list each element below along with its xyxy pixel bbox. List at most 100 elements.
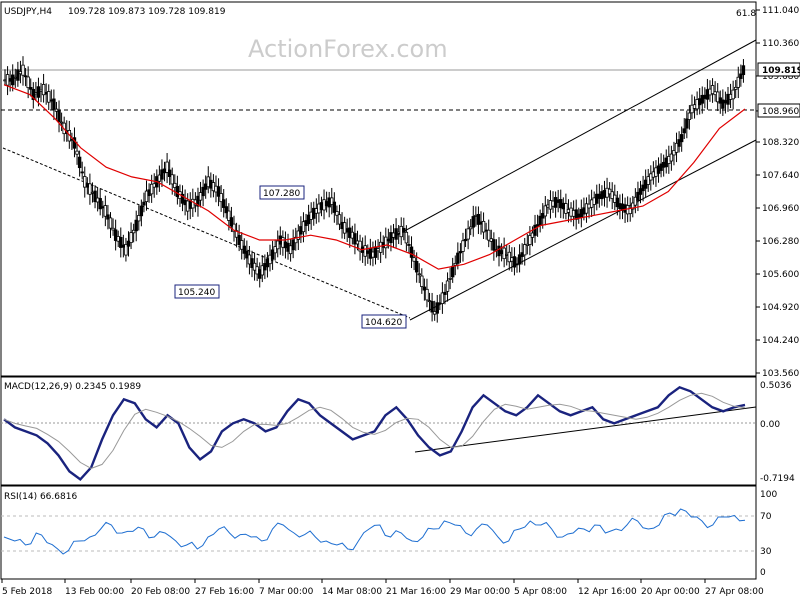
annotation-107280: 107.280 <box>259 185 305 200</box>
time-tick-label: 7 Mar 00:00 <box>259 587 314 597</box>
candle-body <box>134 219 138 232</box>
candle-body <box>52 98 56 110</box>
price-tick-label: 110.360 <box>762 39 799 49</box>
candle-body <box>75 150 79 155</box>
svg-text:108.960: 108.960 <box>762 107 799 117</box>
candle-body <box>646 176 650 185</box>
candle-body <box>533 224 537 236</box>
candle-body <box>430 301 434 313</box>
time-tick-label: 27 Apr 08:00 <box>705 587 764 597</box>
macd-trendline <box>414 406 757 453</box>
price-tick-label: 106.960 <box>762 204 799 214</box>
candle-body <box>425 288 429 301</box>
candle-body <box>29 87 33 90</box>
symbol-label: USDJPY,H4 <box>4 7 52 17</box>
macd-title: MACD(12,26,9) 0.2345 0.1989 <box>4 382 141 392</box>
candle-body <box>456 252 460 264</box>
candle-body <box>543 205 548 217</box>
candle-body <box>685 118 689 129</box>
candle-body <box>242 245 246 254</box>
candle-body <box>528 235 532 245</box>
candle-body <box>54 108 59 112</box>
candle-body <box>507 251 511 263</box>
moving-average-line <box>3 84 746 270</box>
svg-text:109.819: 109.819 <box>762 66 800 76</box>
candle-body <box>144 190 149 203</box>
candle-body <box>57 110 61 123</box>
candle-body <box>180 193 185 204</box>
candle-body <box>11 74 15 86</box>
candle-body <box>240 240 244 250</box>
candle-body <box>394 228 398 240</box>
candle-body <box>417 273 421 276</box>
macd-signal-line <box>3 392 746 469</box>
candle-body <box>633 196 638 206</box>
candle-body <box>512 256 517 268</box>
candle-body <box>636 191 640 201</box>
rsi-tick-30: 30 <box>760 547 772 557</box>
time-tick-label: 14 Mar 08:00 <box>322 587 382 597</box>
candle-body <box>98 198 102 210</box>
candle-body <box>669 153 674 162</box>
candle-body <box>80 171 84 174</box>
channel-lower <box>409 139 757 321</box>
candle-body <box>481 220 486 233</box>
candle-body <box>422 286 427 291</box>
candle-body <box>167 169 172 177</box>
candle-body <box>584 203 589 214</box>
candle-body <box>677 139 681 147</box>
candle-body <box>458 251 463 254</box>
candle-body <box>538 215 542 226</box>
candle-body <box>736 76 740 88</box>
candle-body <box>330 197 334 205</box>
price-tick-label: 111.040 <box>762 6 799 16</box>
price-tick-label: 105.600 <box>762 270 799 280</box>
time-axis: 5 Feb 2018 13 Feb 00:00 20 Feb 08:00 27 Feb… <box>1 579 764 597</box>
candle-body <box>170 174 174 185</box>
candle-body <box>16 69 20 81</box>
candle-body <box>160 169 164 180</box>
candle-body <box>31 88 36 100</box>
candle-body <box>221 199 226 208</box>
candle-body <box>196 195 200 207</box>
candle-body <box>129 232 133 243</box>
candle-body <box>201 186 205 197</box>
candle-body <box>523 244 527 256</box>
candle-body <box>407 244 411 246</box>
candle-body <box>731 89 735 100</box>
candle-body <box>476 213 481 225</box>
candle-body <box>342 222 347 234</box>
candle-body <box>739 73 743 79</box>
candle-body <box>294 236 298 244</box>
channel-upper <box>387 39 757 241</box>
candle-body <box>674 142 679 153</box>
candle-body <box>36 86 41 98</box>
price-tick-label: 108.320 <box>762 138 799 148</box>
candle-body <box>270 249 275 260</box>
price-tick-label: 103.560 <box>762 369 799 379</box>
candle-body <box>440 292 445 304</box>
candle-body <box>21 64 25 76</box>
downtrend-dashed <box>2 147 411 319</box>
candle-body <box>448 277 452 280</box>
current-price-tag: 109.819 <box>757 62 800 77</box>
fib-label: 61.8 <box>736 9 756 19</box>
candle-body <box>291 239 295 251</box>
candle-body <box>301 221 306 233</box>
candle-body <box>535 224 540 227</box>
price-tick-label: 104.240 <box>762 336 799 346</box>
macd-tick-bottom: -0.7194 <box>760 474 795 484</box>
candle-body <box>690 104 694 114</box>
macd-tick-top: 0.5036 <box>760 381 792 391</box>
candle-body <box>276 240 280 250</box>
rsi-line <box>3 508 746 555</box>
macd-tick-zero: 0.00 <box>760 420 780 430</box>
time-tick-label: 21 Mar 16:00 <box>386 587 446 597</box>
candle-body <box>26 76 30 89</box>
candle-body <box>142 201 146 206</box>
candle-body <box>502 247 506 260</box>
candle-body <box>237 235 241 246</box>
candle-body <box>103 205 108 217</box>
candle-body <box>353 233 357 245</box>
candle-body <box>453 262 457 266</box>
